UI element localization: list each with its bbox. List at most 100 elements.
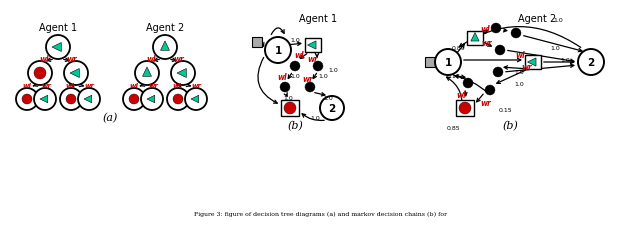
Text: wr: wr	[84, 83, 94, 89]
Text: wr: wr	[148, 83, 158, 89]
Text: wl: wl	[173, 83, 181, 89]
Text: wr: wr	[308, 55, 318, 64]
Text: 1.0: 1.0	[310, 116, 320, 121]
Text: 1.0: 1.0	[283, 96, 293, 101]
Polygon shape	[307, 42, 316, 50]
Bar	[467, 32, 483, 46]
Text: Agent 1: Agent 1	[39, 23, 77, 33]
Circle shape	[280, 83, 290, 93]
Circle shape	[578, 50, 604, 76]
Text: (a): (a)	[102, 112, 118, 123]
Circle shape	[22, 94, 32, 105]
Text: 1.0: 1.0	[553, 18, 563, 23]
Text: 0.89: 0.89	[452, 45, 466, 50]
Text: (b): (b)	[287, 120, 303, 130]
Bar	[525, 56, 541, 70]
Text: 1.0: 1.0	[560, 57, 570, 62]
Circle shape	[265, 38, 291, 64]
Polygon shape	[177, 69, 186, 78]
Polygon shape	[52, 43, 61, 52]
Circle shape	[284, 103, 296, 115]
Text: wl: wl	[129, 83, 138, 89]
Polygon shape	[471, 33, 479, 42]
Text: wl: wl	[22, 83, 31, 89]
Text: Agent 2: Agent 2	[518, 14, 556, 24]
Circle shape	[463, 79, 473, 89]
Text: 1.0: 1.0	[550, 46, 560, 51]
Circle shape	[305, 83, 315, 93]
Text: Agent 2: Agent 2	[146, 23, 184, 33]
Circle shape	[64, 62, 88, 86]
Polygon shape	[70, 69, 79, 78]
Text: Agent 1: Agent 1	[299, 14, 337, 24]
Circle shape	[459, 103, 471, 115]
Text: 1.0: 1.0	[514, 81, 524, 86]
Text: 1.0: 1.0	[290, 73, 300, 78]
Circle shape	[153, 36, 177, 60]
Polygon shape	[40, 96, 48, 103]
Text: 1.0: 1.0	[514, 70, 524, 75]
Circle shape	[185, 89, 207, 110]
Text: wl: wl	[456, 91, 466, 100]
Text: 2: 2	[588, 58, 595, 68]
Text: wl: wl	[65, 83, 74, 89]
Text: wr: wr	[522, 63, 532, 72]
Circle shape	[493, 68, 503, 78]
Text: 1: 1	[444, 58, 452, 68]
Text: wr: wr	[191, 83, 201, 89]
Circle shape	[46, 36, 70, 60]
Circle shape	[491, 24, 501, 34]
Text: wl: wl	[146, 55, 156, 64]
FancyArrowPatch shape	[302, 114, 324, 121]
Text: 1.0: 1.0	[323, 96, 333, 101]
Circle shape	[16, 89, 38, 110]
Polygon shape	[147, 96, 155, 103]
Text: 0.11: 0.11	[446, 73, 460, 78]
Circle shape	[60, 89, 82, 110]
Circle shape	[167, 89, 189, 110]
Bar	[456, 101, 474, 117]
Polygon shape	[143, 68, 152, 77]
Text: wr: wr	[173, 55, 184, 64]
Circle shape	[34, 68, 46, 80]
Text: 1.0: 1.0	[318, 73, 328, 78]
FancyArrowPatch shape	[455, 76, 488, 94]
Bar	[252, 38, 262, 48]
Text: wl: wl	[515, 51, 525, 60]
Text: 0.15: 0.15	[498, 108, 512, 113]
Text: 1.0: 1.0	[328, 68, 338, 73]
Bar	[425, 58, 435, 68]
Text: wl: wl	[39, 55, 49, 64]
Circle shape	[171, 62, 195, 86]
Text: (b): (b)	[502, 120, 518, 130]
Circle shape	[66, 94, 76, 105]
Text: Figure 3: figure of decision tree diagrams (a) and markov decision chains (b) fo: Figure 3: figure of decision tree diagra…	[193, 210, 447, 216]
Polygon shape	[84, 96, 92, 103]
Text: wl: wl	[480, 24, 490, 33]
FancyArrowPatch shape	[258, 58, 277, 104]
Circle shape	[135, 62, 159, 86]
Circle shape	[173, 94, 183, 105]
Circle shape	[28, 62, 52, 86]
Text: 0.85: 0.85	[446, 125, 460, 130]
Circle shape	[78, 89, 100, 110]
Circle shape	[290, 62, 300, 72]
Text: wr: wr	[482, 38, 492, 47]
FancyArrowPatch shape	[460, 27, 580, 48]
Text: wl: wl	[294, 51, 304, 60]
Circle shape	[141, 89, 163, 110]
Bar	[281, 101, 299, 117]
Circle shape	[435, 50, 461, 76]
Circle shape	[511, 29, 521, 39]
Circle shape	[320, 97, 344, 120]
Polygon shape	[527, 59, 536, 67]
Circle shape	[313, 62, 323, 72]
Circle shape	[129, 94, 139, 105]
FancyArrowPatch shape	[447, 78, 462, 114]
Text: wr: wr	[41, 83, 51, 89]
Polygon shape	[161, 42, 170, 51]
Circle shape	[485, 86, 495, 96]
Text: wr: wr	[303, 74, 314, 83]
Text: 1.0: 1.0	[291, 37, 300, 42]
Polygon shape	[191, 96, 199, 103]
